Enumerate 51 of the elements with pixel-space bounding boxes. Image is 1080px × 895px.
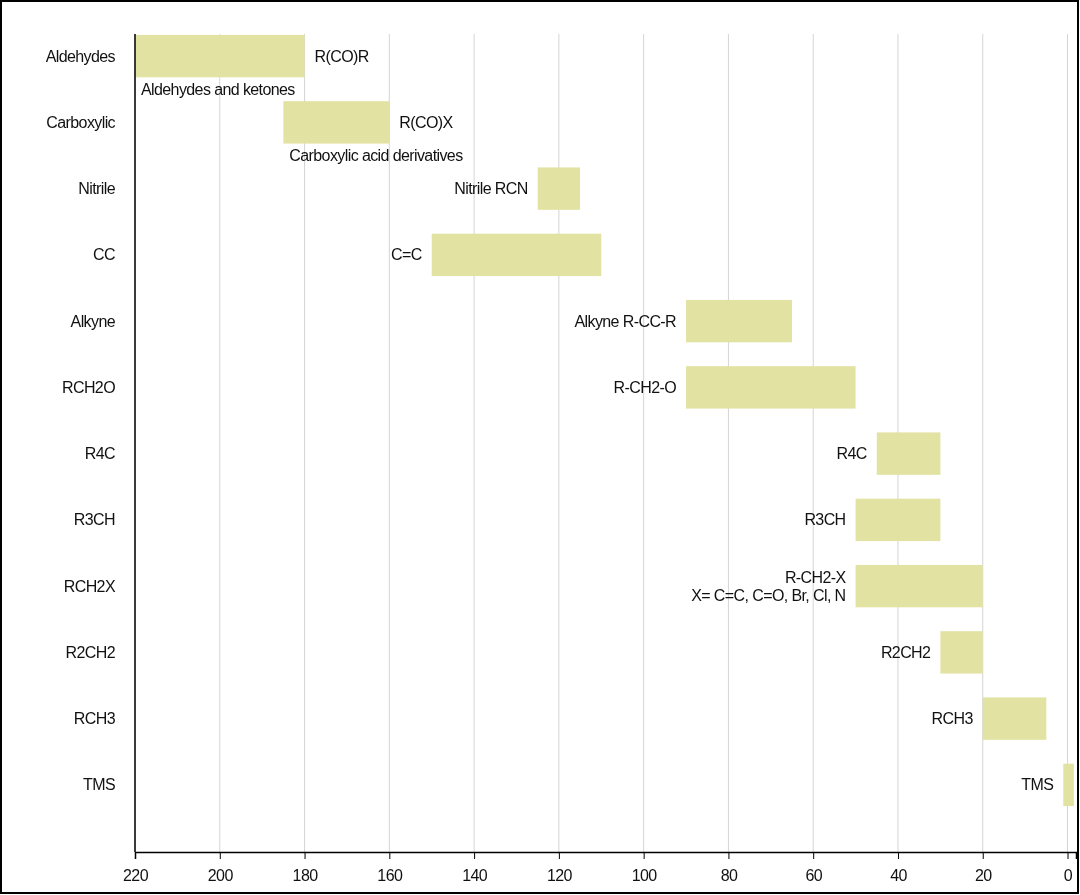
annotation: C=C (391, 246, 422, 264)
x-tick-label: 140 (462, 867, 488, 885)
y-tick-label: RCH2O (61, 378, 116, 396)
x-tick-label: 120 (546, 867, 573, 885)
annotation: R-CH2-O (613, 378, 677, 396)
y-tick-label: R3CH (73, 511, 116, 529)
bar (855, 564, 983, 608)
x-tick-label: 40 (890, 867, 908, 885)
bar (537, 167, 581, 210)
y-tick-label: RCH3 (73, 710, 116, 728)
bar (283, 101, 390, 144)
annotation: R2CH2 (880, 643, 932, 661)
y-tick-label: R4C (84, 445, 116, 463)
x-tick-label: 220 (123, 867, 149, 885)
x-tick-label: 0 (1063, 867, 1073, 885)
bar (940, 631, 983, 674)
annotation: R-CH2-X (784, 568, 847, 586)
x-tick-label: 100 (631, 867, 658, 885)
x-tick-label: 200 (207, 867, 234, 885)
annotation: R4C (836, 445, 867, 463)
bar (982, 697, 1047, 740)
annotation: R3CH (804, 511, 846, 529)
y-tick-label: TMS (83, 776, 115, 794)
annotation: Aldehydes and ketones (141, 80, 296, 98)
y-tick-label: Alkyne (70, 312, 116, 330)
x-tick-label: 80 (720, 867, 738, 885)
x-tick-label: 20 (974, 867, 993, 885)
annotation: X= C=C, C=O, Br, Cl, N (691, 586, 846, 604)
annotation: Nitrile RCN (454, 180, 528, 198)
bar (855, 498, 941, 542)
bar (135, 34, 305, 78)
x-tick-label: 180 (292, 867, 319, 885)
annotation: Alkyne R-CC-R (574, 312, 677, 330)
y-tick-label: CC (93, 246, 116, 264)
y-tick-label: Carboxylic (46, 113, 116, 131)
annotation: R(CO)R (314, 47, 369, 65)
y-tick-label: Nitrile (78, 180, 116, 198)
annotation: RCH3 (931, 710, 974, 728)
annotation: R(CO)X (399, 113, 454, 131)
y-tick-label: RCH2X (63, 577, 116, 595)
x-tick-label: 160 (377, 867, 403, 885)
bar (686, 366, 856, 409)
bar (686, 299, 792, 343)
x-tick-label: 60 (805, 867, 823, 885)
y-tick-label: Aldehydes (45, 47, 116, 65)
bar (1063, 763, 1074, 807)
y-tick-label: R2CH2 (65, 643, 116, 661)
bar (876, 432, 941, 475)
annotation: Carboxylic acid derivatives (289, 147, 464, 165)
annotation: TMS (1021, 776, 1054, 794)
bar (431, 233, 602, 277)
